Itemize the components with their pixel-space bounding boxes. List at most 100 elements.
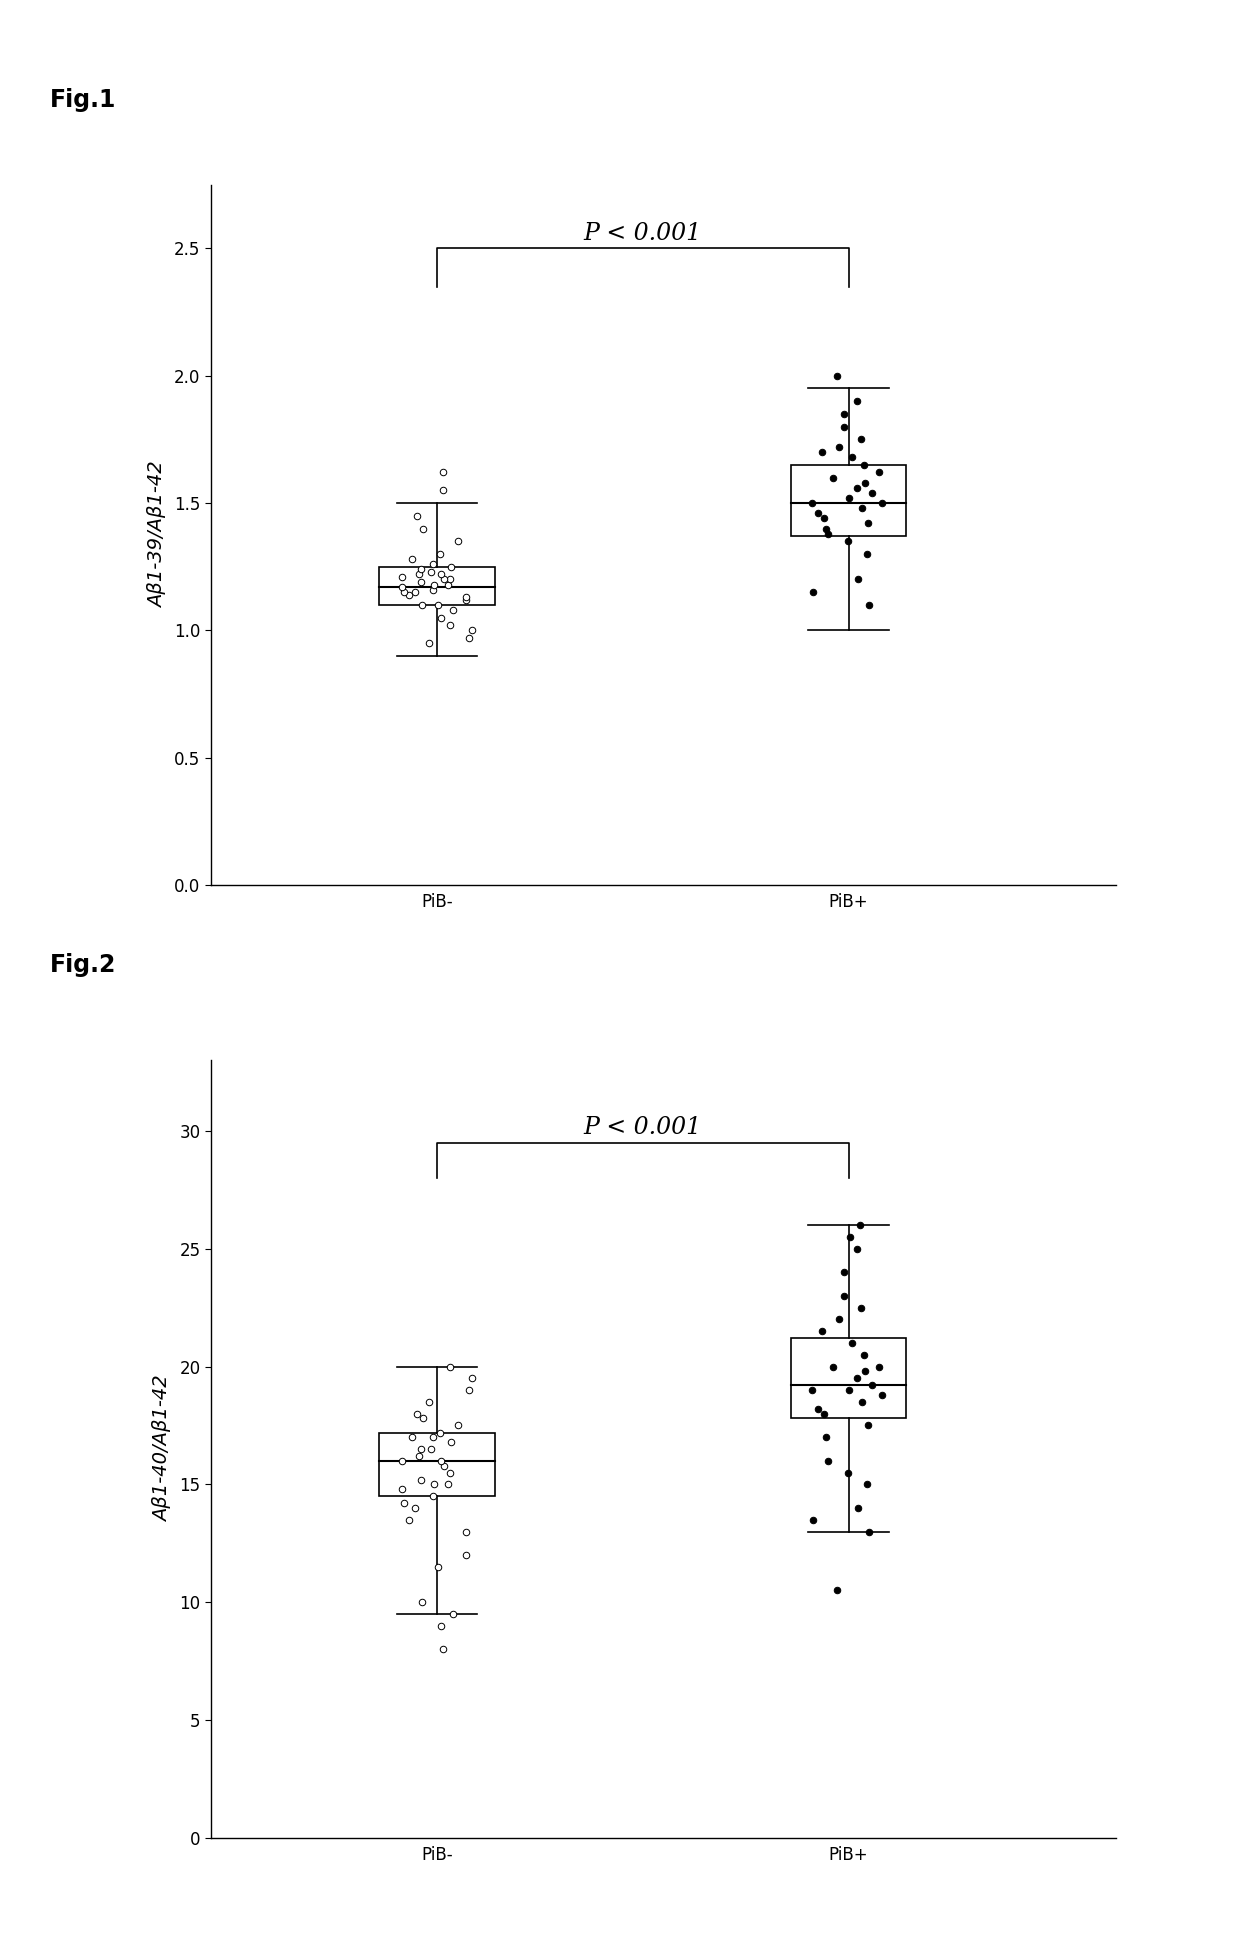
Point: [407, 1398, 427, 1430]
Point: [405, 576, 425, 607]
Point: [460, 622, 480, 654]
Point: [430, 1418, 450, 1449]
Point: [394, 1488, 414, 1519]
Point: [440, 564, 460, 595]
Bar: [379, 566, 495, 605]
Point: [440, 1457, 460, 1488]
Point: [441, 1426, 461, 1457]
Point: [433, 1634, 453, 1665]
Point: [392, 572, 412, 603]
Point: [430, 539, 450, 570]
Point: [847, 1233, 867, 1264]
Point: [463, 615, 482, 646]
Point: [419, 1387, 439, 1418]
Point: [410, 1465, 430, 1496]
Point: [412, 1433, 432, 1465]
Point: [838, 1457, 858, 1488]
Point: [402, 1422, 422, 1453]
Point: [847, 385, 867, 416]
Point: [830, 1303, 849, 1334]
Bar: [379, 1433, 495, 1496]
Point: [409, 558, 429, 589]
Point: [438, 1468, 458, 1500]
Point: [428, 589, 448, 620]
Point: [849, 1210, 869, 1241]
Bar: [791, 1338, 906, 1418]
Point: [827, 1575, 847, 1607]
Text: P < 0.001: P < 0.001: [584, 1116, 702, 1138]
Point: [862, 1369, 882, 1400]
Point: [815, 1398, 835, 1430]
Point: [456, 584, 476, 615]
Point: [423, 1422, 443, 1453]
Point: [852, 492, 872, 523]
Point: [412, 589, 432, 620]
Point: [438, 570, 458, 601]
Point: [830, 432, 849, 463]
Point: [440, 1352, 460, 1383]
Text: Fig.2: Fig.2: [50, 953, 117, 976]
Point: [858, 508, 878, 539]
Point: [443, 595, 463, 626]
Text: Fig.1: Fig.1: [50, 88, 117, 111]
Point: [392, 1445, 412, 1476]
Point: [423, 574, 443, 605]
Point: [818, 1445, 838, 1476]
Point: [433, 475, 453, 506]
Point: [833, 1256, 853, 1288]
Point: [869, 457, 889, 488]
Point: [804, 576, 823, 607]
Point: [854, 449, 874, 480]
Point: [838, 525, 858, 556]
Point: [833, 399, 853, 430]
Point: [802, 488, 822, 519]
Point: [857, 1468, 877, 1500]
Point: [409, 1441, 429, 1472]
Point: [434, 564, 454, 595]
Point: [812, 1315, 832, 1346]
Point: [804, 1503, 823, 1535]
Point: [399, 1503, 419, 1535]
Point: [392, 562, 412, 593]
Point: [412, 1587, 432, 1618]
Point: [858, 1410, 878, 1441]
Point: [420, 1433, 440, 1465]
Point: [432, 558, 451, 589]
Point: [816, 513, 836, 545]
Point: [823, 463, 843, 494]
Point: [808, 498, 828, 529]
Point: [847, 1363, 867, 1395]
Point: [456, 1515, 476, 1546]
Point: [460, 1375, 480, 1406]
Point: [440, 609, 460, 640]
Point: [413, 513, 433, 545]
Text: P < 0.001: P < 0.001: [584, 222, 702, 245]
Point: [443, 1599, 463, 1630]
Point: [423, 548, 443, 580]
Point: [852, 424, 872, 455]
Point: [456, 582, 476, 613]
Point: [839, 1375, 859, 1406]
Point: [812, 436, 832, 467]
Point: [848, 564, 868, 595]
Point: [428, 1552, 448, 1583]
Point: [399, 580, 419, 611]
Point: [852, 1291, 872, 1323]
Point: [862, 477, 882, 508]
Point: [424, 570, 444, 601]
Point: [872, 1379, 892, 1410]
Point: [847, 473, 867, 504]
Point: [848, 1492, 868, 1523]
Point: [856, 1356, 875, 1387]
Point: [839, 482, 859, 513]
Point: [854, 1340, 874, 1371]
Point: [859, 589, 879, 620]
Point: [410, 566, 430, 597]
Point: [394, 576, 414, 607]
Point: [432, 603, 451, 634]
Y-axis label: Aβ1-39/Aβ1-42: Aβ1-39/Aβ1-42: [148, 461, 167, 609]
Point: [835, 410, 854, 442]
Point: [872, 488, 892, 519]
Point: [419, 628, 439, 659]
Point: [839, 1221, 859, 1253]
